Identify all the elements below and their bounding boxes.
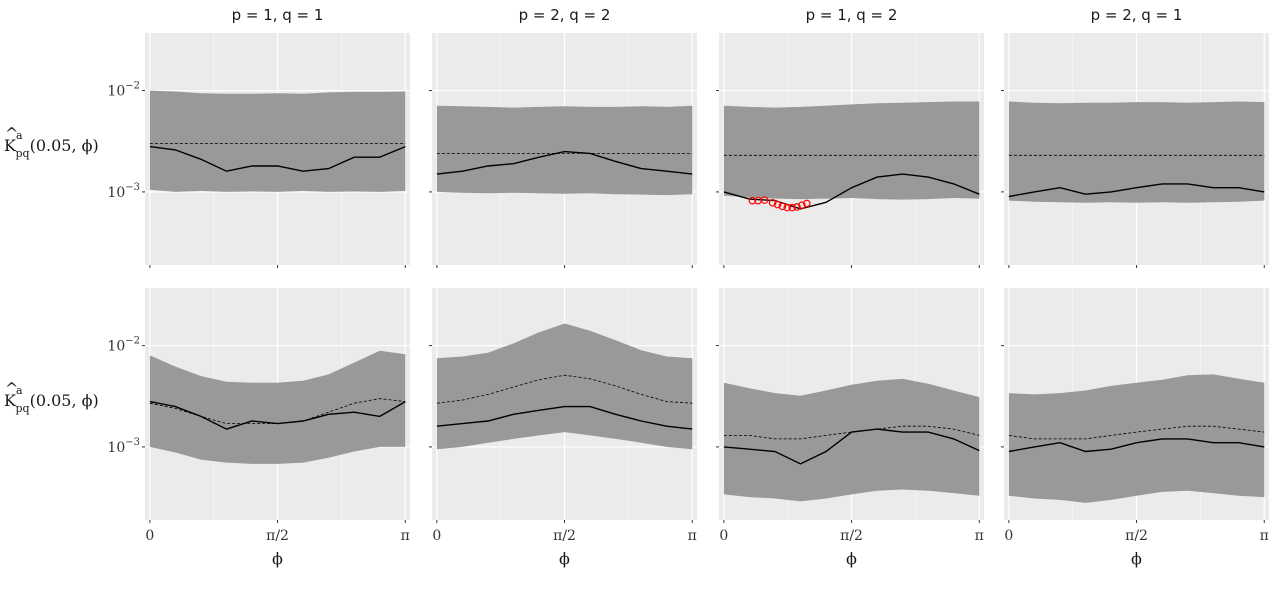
- x-tick-label: 0: [719, 528, 728, 544]
- x-tick-label: π/2: [840, 528, 863, 544]
- x-tick-label: π: [401, 528, 410, 544]
- observed-line: [149, 145, 406, 172]
- x-tick-label: 0: [1004, 528, 1013, 544]
- flagged-point: [778, 202, 787, 211]
- observed-line: [1008, 183, 1265, 198]
- facet-panel: [142, 33, 410, 268]
- facet-strip-label: p = 1, q = 1: [232, 6, 324, 24]
- flagged-point: [798, 201, 806, 209]
- x-tick-label: π: [688, 528, 697, 544]
- y-tick-label: 10−2: [107, 81, 140, 100]
- envelope-band: [723, 101, 980, 200]
- observed-line: [436, 150, 693, 175]
- envelope-band: [1008, 101, 1265, 203]
- flagged-point: [788, 203, 796, 212]
- flagged-point: [760, 196, 769, 204]
- x-tick-label: π: [975, 528, 984, 544]
- y-tick-label: 10−2: [107, 336, 140, 355]
- x-tick-label: π/2: [553, 528, 576, 544]
- flagged-point: [748, 196, 757, 205]
- observed-line: [723, 173, 980, 210]
- y-axis-label: Ka pq(0.05, ϕ): [4, 129, 99, 160]
- y-tick-label: 10−3: [107, 437, 140, 456]
- observed-line: [723, 428, 980, 465]
- x-axis-label: ϕ: [846, 549, 857, 568]
- observed-line: [436, 405, 693, 430]
- facet-strip-label: p = 2, q = 1: [1091, 6, 1183, 24]
- expected-line: [1008, 425, 1265, 440]
- x-axis-label: ϕ: [272, 549, 283, 568]
- envelope-band: [149, 350, 406, 464]
- y-axis-label-hat: ^: [5, 379, 18, 398]
- y-axis-label-hat: ^: [5, 124, 18, 143]
- facet-panel: [1001, 288, 1269, 523]
- envelope-band: [1008, 374, 1265, 503]
- x-tick-label: 0: [432, 528, 441, 544]
- facet-strip-label: p = 1, q = 2: [806, 6, 898, 24]
- x-tick-label: 0: [145, 528, 154, 544]
- x-tick-label: π/2: [1125, 528, 1148, 544]
- observed-line: [149, 400, 406, 430]
- facet-panel: [429, 288, 697, 523]
- y-axis-label: Ka pq(0.05, ϕ): [4, 384, 99, 415]
- flagged-point: [783, 203, 792, 212]
- facet-panel: [716, 288, 984, 523]
- flagged-point: [793, 203, 801, 211]
- observed-line: [1008, 438, 1265, 453]
- x-tick-label: π: [1260, 528, 1269, 544]
- facet-panel: [1001, 33, 1269, 268]
- expected-line: [723, 425, 980, 440]
- flagged-point: [802, 199, 811, 208]
- x-tick-label: π/2: [266, 528, 289, 544]
- facet-panel: [716, 33, 984, 268]
- envelope-band: [723, 378, 980, 502]
- envelope-band: [149, 90, 406, 192]
- x-axis-label: ϕ: [559, 549, 570, 568]
- expected-line: [436, 374, 693, 404]
- facet-panel: [429, 33, 697, 268]
- facet-strip-label: p = 2, q = 2: [519, 6, 611, 24]
- flagged-point: [768, 199, 777, 207]
- x-axis-label: ϕ: [1131, 549, 1142, 568]
- facet-panel: [142, 288, 410, 523]
- flagged-point: [773, 200, 782, 209]
- y-tick-label: 10−3: [107, 182, 140, 201]
- envelope-band: [436, 105, 693, 196]
